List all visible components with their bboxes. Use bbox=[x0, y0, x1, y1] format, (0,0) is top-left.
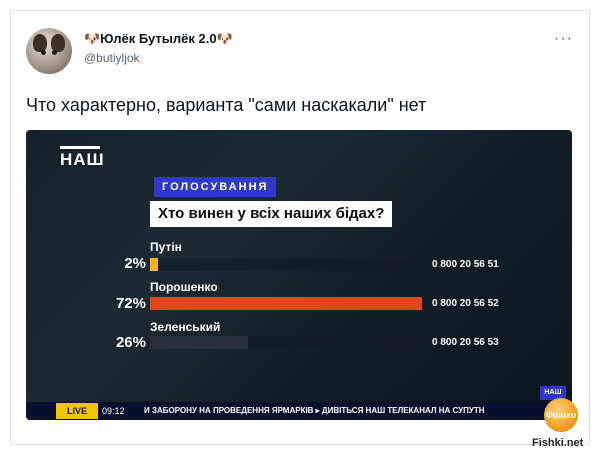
candidate-name: Зеленський bbox=[150, 320, 221, 334]
candidate-phone: 0 800 20 56 53 bbox=[432, 337, 499, 348]
channel-logo: НАШ bbox=[60, 150, 105, 169]
avatar-eye-left bbox=[41, 50, 46, 55]
candidate-percent: 72% bbox=[115, 295, 146, 312]
candidate-name: Путін bbox=[150, 240, 182, 254]
ticker-text: И ЗАБОРОНУ НА ПРОВЕДЕННЯ ЯРМАРКІВ ▸ ДИВІ… bbox=[144, 406, 485, 415]
poll-label: ГОЛОСУВАННЯ bbox=[154, 177, 277, 197]
fishki-logo-icon: Фишки bbox=[544, 398, 578, 432]
avatar-ear-left bbox=[33, 34, 47, 52]
candidate-name: Порошенко bbox=[150, 280, 218, 294]
corner-channel-logo: НАШ bbox=[540, 386, 566, 400]
candidate-phone: 0 800 20 56 52 bbox=[432, 298, 499, 309]
user-handle[interactable]: @butiyljok bbox=[84, 51, 140, 65]
live-badge: LIVE bbox=[56, 403, 98, 419]
broadcast-time: 09:12 bbox=[102, 406, 125, 416]
vote-bar-track bbox=[150, 297, 422, 310]
vote-bar bbox=[150, 258, 158, 271]
vote-bar-track bbox=[150, 258, 422, 271]
ellipsis-icon[interactable]: ··· bbox=[554, 30, 573, 47]
news-ticker bbox=[26, 402, 572, 420]
candidate-phone: 0 800 20 56 51 bbox=[432, 259, 499, 270]
channel-logo-bar bbox=[60, 146, 100, 149]
avatar-ear-right bbox=[51, 34, 65, 52]
avatar[interactable] bbox=[26, 28, 72, 74]
image-overlay bbox=[26, 130, 572, 420]
vote-bar bbox=[150, 336, 248, 349]
avatar-eye-right bbox=[52, 50, 57, 55]
vote-bar-track bbox=[150, 336, 422, 349]
poll-question: Хто винен у всіх наших бідах? bbox=[150, 201, 393, 227]
candidate-percent: 2% bbox=[124, 255, 146, 272]
tweet-image[interactable]: НАШ ГОЛОСУВАННЯ Хто винен у всіх наших б… bbox=[26, 130, 572, 420]
display-name[interactable]: 🐶Юлёк Бутылёк 2.0🐶 bbox=[84, 31, 233, 46]
tweet-text: Что характерно, варианта "сами наскакали… bbox=[26, 95, 427, 115]
vote-bar bbox=[150, 297, 422, 310]
site-watermark: Fishki.net bbox=[532, 437, 584, 449]
candidate-percent: 26% bbox=[115, 334, 146, 351]
